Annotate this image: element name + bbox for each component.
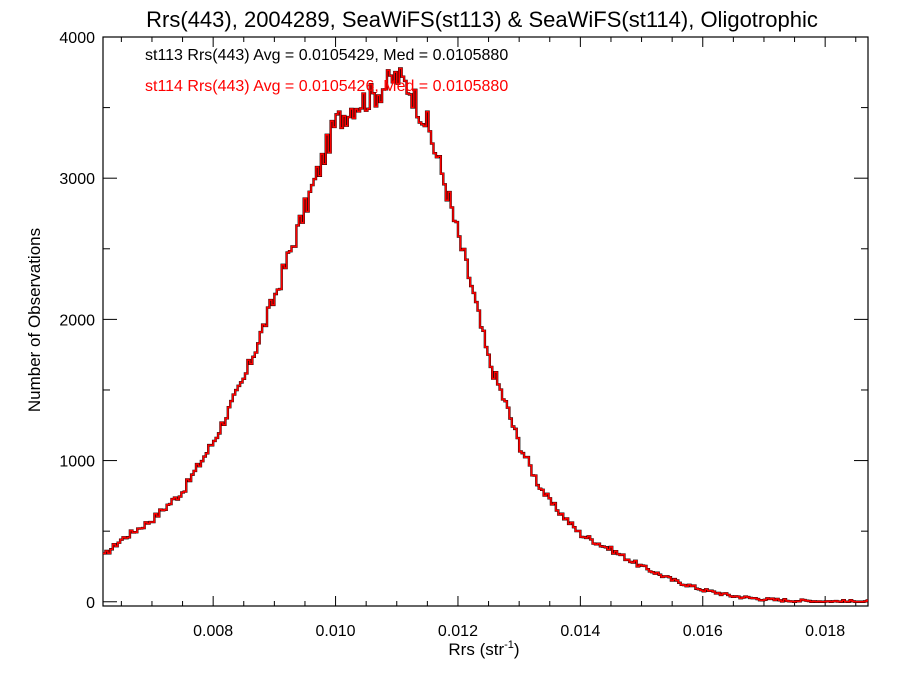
x-axis-label-close: ) <box>514 640 520 659</box>
histogram-series-1 <box>103 67 868 603</box>
x-tick-label: 0.016 <box>683 623 723 640</box>
y-tick-label: 2000 <box>59 312 95 329</box>
plot-border <box>102 36 869 607</box>
x-tick-label: 0.010 <box>316 623 356 640</box>
y-axis: 0 1000 2000 3000 4000 <box>59 30 868 612</box>
chart-title: Rrs(443), 2004289, SeaWiFS(st113) & SeaW… <box>146 7 818 32</box>
y-axis-label: Number of Observations <box>25 228 44 412</box>
x-tick-label: 0.008 <box>193 623 233 640</box>
x-tick-label: 0.014 <box>560 623 600 640</box>
y-tick-label: 4000 <box>59 30 95 47</box>
x-tick-label: 0.018 <box>805 623 845 640</box>
x-tick-label: 0.012 <box>438 623 478 640</box>
stat-line-st113: st113 Rrs(443) Avg = 0.0105429, Med = 0.… <box>145 47 508 64</box>
stat-line-st114: st114 Rrs(443) Avg = 0.0105426, Med = 0.… <box>145 78 508 95</box>
y-tick-label: 1000 <box>59 454 95 471</box>
x-axis-label: Rrs (str-1) <box>448 639 519 659</box>
x-axis-label-superscript: -1 <box>504 639 514 651</box>
x-axis-label-main: Rrs (str <box>448 640 504 659</box>
y-tick-label: 3000 <box>59 171 95 188</box>
plot-frame <box>102 36 869 607</box>
x-axis: 0.008 0.010 0.012 0.014 0.016 0.018 <box>120 37 857 640</box>
series-group <box>103 67 868 603</box>
y-tick-label: 0 <box>86 595 95 612</box>
